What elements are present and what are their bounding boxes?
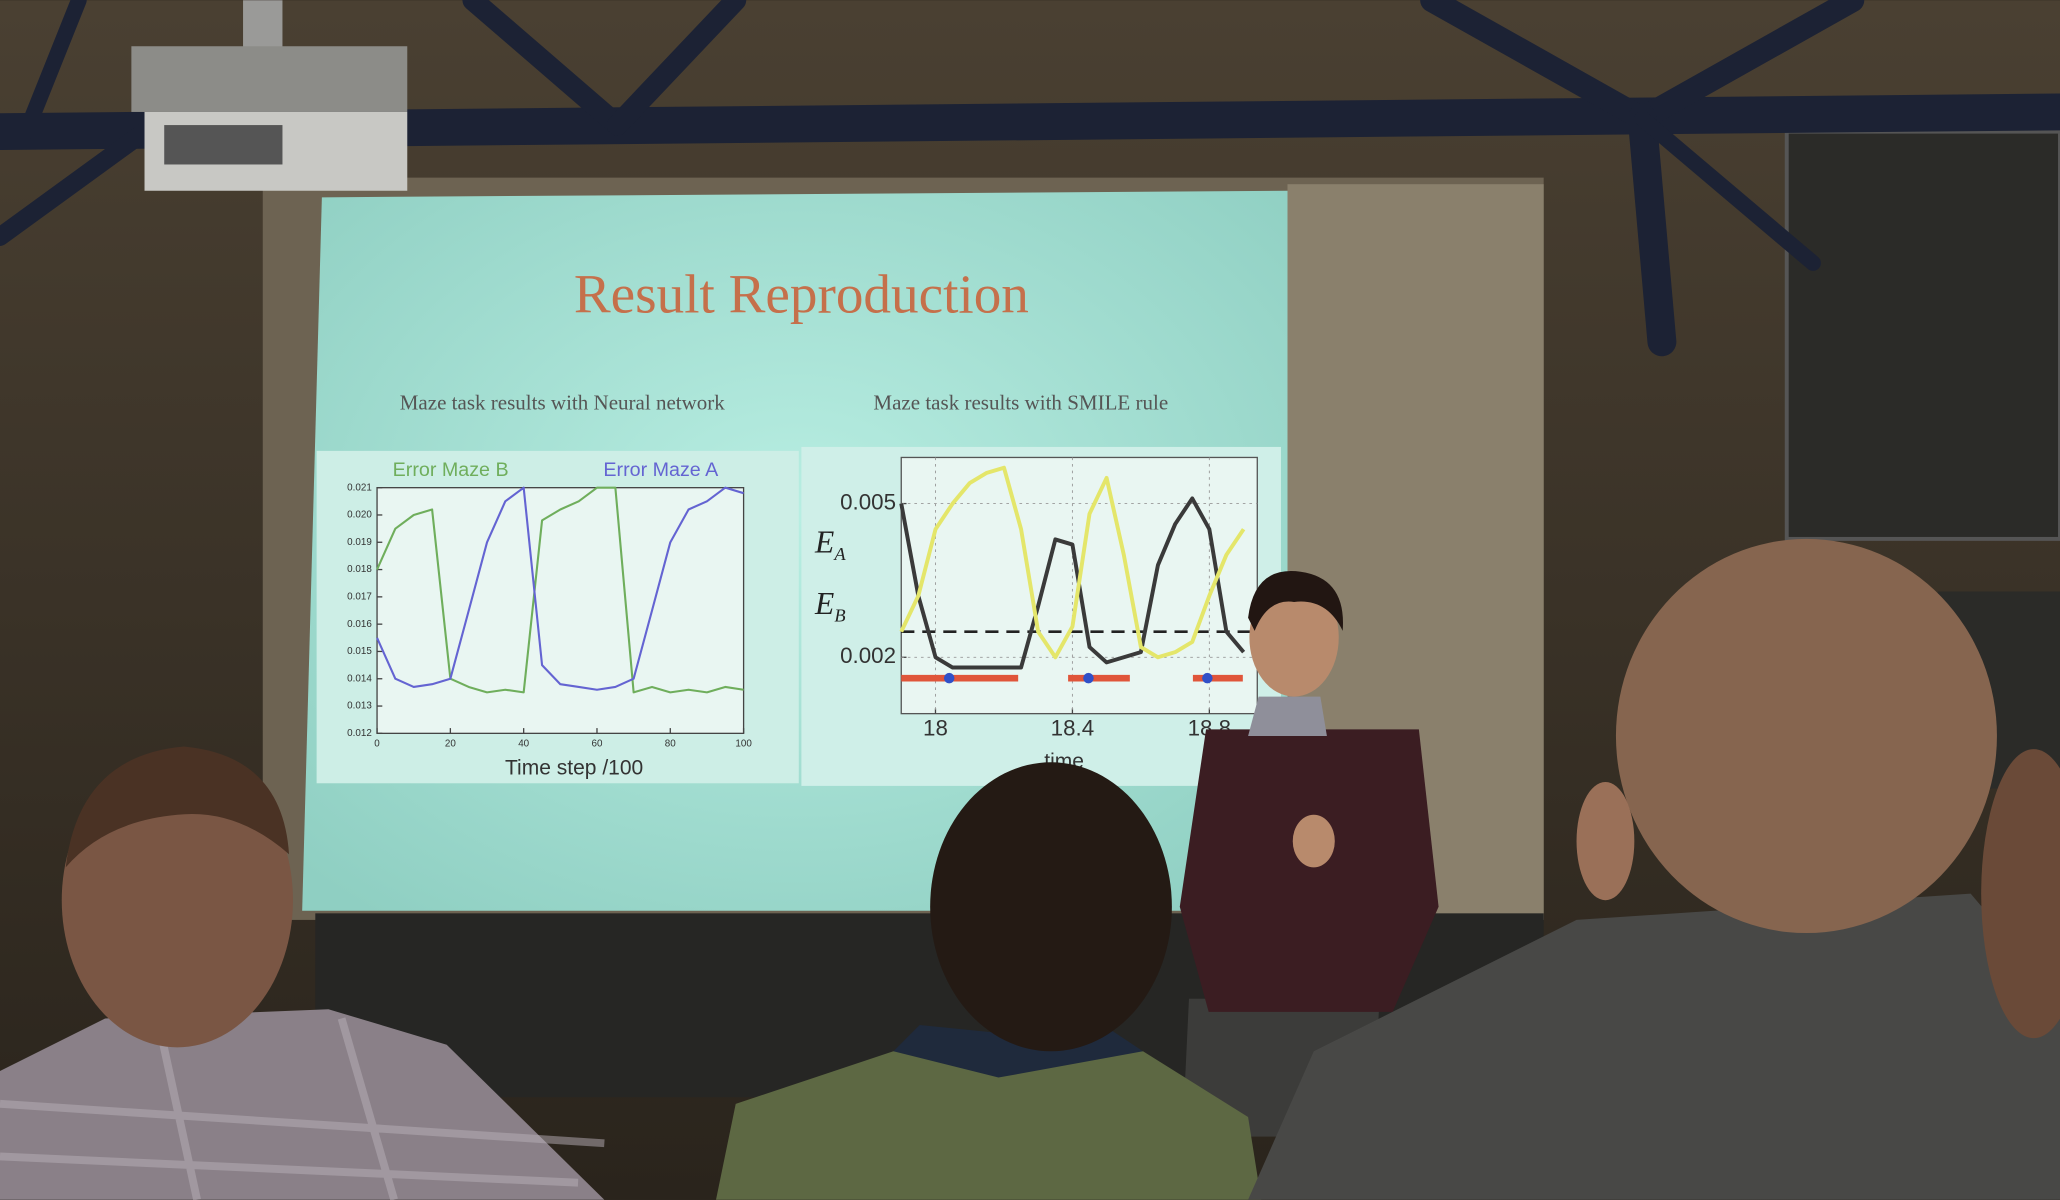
x-tick-label: 80 xyxy=(665,738,676,749)
interval-dot xyxy=(943,672,955,684)
x-tick-label: 40 xyxy=(518,738,529,749)
plot-area xyxy=(376,487,745,735)
y-tick-label: 0.013 xyxy=(347,701,372,712)
y-tick-label: 0.018 xyxy=(347,564,372,575)
charts: Maze task results with Neural network 0.0… xyxy=(347,391,1258,779)
legend-entry: Error Maze B xyxy=(393,459,509,481)
y-tick-label: 0.016 xyxy=(347,619,372,630)
x-axis-label: Time step /100 xyxy=(505,756,643,779)
legend-entry: Error Maze A xyxy=(603,459,719,481)
y-axis-label: EA xyxy=(814,525,846,564)
y-tick-label: 0.012 xyxy=(347,728,372,739)
slide-title: Result Reproduction xyxy=(574,263,1029,324)
y-axis-label-subscript: B xyxy=(834,606,845,626)
data-line xyxy=(376,486,744,694)
data-line xyxy=(376,486,744,691)
y-axis-label-symbol: E xyxy=(814,525,834,560)
audience-left xyxy=(0,746,605,1200)
y-tick-label: 0.014 xyxy=(347,673,372,684)
y-tick-label: 0.020 xyxy=(347,510,372,521)
y-tick-label: 0.019 xyxy=(347,537,372,548)
y-axis-label-subscript: A xyxy=(833,544,846,564)
chart-title: Maze task results with SMILE rule xyxy=(873,391,1168,415)
x-tick-label: 0 xyxy=(374,738,380,749)
x-tick-label: 60 xyxy=(592,738,603,749)
chart-title: Maze task results with Neural network xyxy=(400,391,726,415)
y-tick-label: 0.005 xyxy=(840,489,896,514)
x-tick-label: 18 xyxy=(923,715,948,740)
x-tick-label: 20 xyxy=(445,738,456,749)
y-tick-label: 0.002 xyxy=(840,643,896,668)
projector xyxy=(131,0,408,191)
y-tick-label: 0.021 xyxy=(347,482,372,493)
y-axis-label: EB xyxy=(814,586,846,625)
y-tick-label: 0.015 xyxy=(347,646,372,657)
data-line xyxy=(899,465,1246,660)
interval-dot xyxy=(1202,672,1213,684)
speaker xyxy=(1179,571,1439,1137)
y-axis-label-symbol: E xyxy=(814,586,834,621)
interval-dot xyxy=(1083,672,1094,684)
x-tick-label: 100 xyxy=(735,738,752,749)
audience-right xyxy=(1248,538,2060,1200)
data-line xyxy=(899,496,1246,670)
blackboard-upper xyxy=(1784,129,2060,541)
y-tick-label: 0.017 xyxy=(347,591,372,602)
x-tick-label: 18.4 xyxy=(1051,715,1094,740)
audience-middle xyxy=(716,762,1262,1200)
